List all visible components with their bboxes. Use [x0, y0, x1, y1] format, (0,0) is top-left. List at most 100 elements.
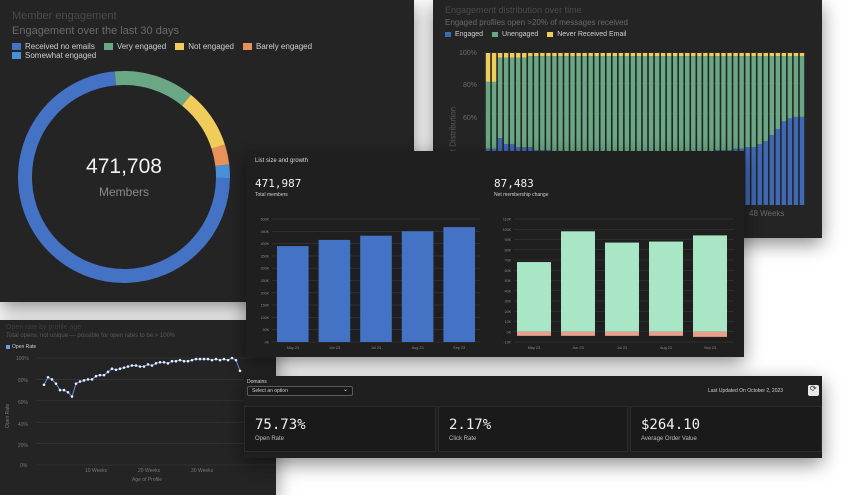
- distribution-bar-segment: [793, 56, 799, 117]
- open-rate-point: [118, 367, 122, 370]
- net-change-bar: [561, 231, 595, 332]
- legend-label: Open Rate: [12, 344, 37, 350]
- distribution-bar-segment: [757, 56, 762, 145]
- open-rate-point: [82, 379, 86, 382]
- distribution-bar-segment: [624, 53, 630, 57]
- x-tick-label: May 23: [528, 346, 540, 350]
- open-rate-point: [62, 388, 66, 392]
- y-tick-label: 350K: [261, 254, 270, 258]
- open-rate-legend: Open Rate: [6, 344, 45, 350]
- legend-item[interactable]: Not engaged: [175, 42, 234, 51]
- distribution-bar-segment: [660, 56, 666, 155]
- distribution-bar-segment: [709, 53, 714, 57]
- chevron-down-icon: ⌄: [342, 387, 348, 393]
- open-rate-stat: 75.73% Open Rate: [244, 406, 436, 452]
- y-tick-label: 0K: [507, 330, 512, 334]
- distribution-y-tick: 100%: [459, 50, 477, 57]
- distribution-y-tick: 80%: [463, 82, 478, 89]
- list-size-bar: [443, 227, 475, 342]
- open-rate-point: [230, 356, 234, 360]
- y-tick-label: 150K: [261, 304, 270, 308]
- y-tick-label: 500K: [261, 218, 270, 222]
- open-rate-y-tick: 80%: [18, 378, 29, 384]
- net-change-value: 87,483: [494, 177, 534, 190]
- refresh-icon: ⟳: [810, 384, 817, 393]
- distribution-bar-segment: [769, 135, 775, 205]
- open-rate-point: [46, 375, 50, 379]
- legend-swatch: [175, 43, 185, 50]
- distribution-bar-segment: [515, 57, 521, 148]
- y-tick-label: -10K: [503, 341, 511, 345]
- distribution-bar-segment: [769, 53, 775, 57]
- open-rate-point: [222, 357, 226, 361]
- distribution-bar-segment: [799, 116, 805, 205]
- distribution-bar-segment: [491, 53, 497, 82]
- legend-item[interactable]: Somewhat engaged: [12, 51, 96, 60]
- y-tick-label: 250K: [261, 279, 270, 283]
- x-tick-label: Aug 23: [660, 346, 672, 350]
- distribution-bar-segment: [691, 56, 696, 154]
- distribution-bar-segment: [618, 53, 624, 57]
- distribution-bar-segment: [642, 53, 648, 57]
- distribution-bar-segment: [799, 53, 805, 57]
- legend-item[interactable]: Unengaged: [492, 31, 538, 38]
- legend-item[interactable]: Received no emails: [12, 42, 95, 51]
- open-rate-y-tick: 100%: [16, 356, 29, 362]
- legend-item[interactable]: Open Rate: [6, 344, 36, 350]
- legend-item[interactable]: Never Received Email: [547, 31, 626, 38]
- distribution-bar-segment: [636, 53, 642, 57]
- open-rate-subtitle: Total opens, not unique — possible for o…: [6, 333, 176, 339]
- open-rate-y-tick: 0%: [20, 463, 28, 469]
- distribution-bar-segment: [546, 56, 551, 151]
- refresh-button[interactable]: ⟳: [808, 384, 819, 396]
- distribution-bar-segment: [727, 56, 732, 151]
- domains-select[interactable]: Select an option ⌄: [247, 386, 353, 396]
- distribution-bar-segment: [654, 56, 660, 155]
- legend-item[interactable]: Barely engaged: [243, 42, 312, 51]
- legend-swatch: [6, 345, 10, 349]
- list-size-bar: [360, 235, 392, 342]
- donut-segment: [215, 164, 230, 178]
- open-rate-title: Open rate by profile age: [6, 324, 82, 331]
- distribution-bar-segment: [546, 53, 551, 57]
- open-rate-point: [198, 357, 202, 361]
- member-engagement-title: Member engagement: [12, 10, 117, 22]
- distribution-bar-segment: [636, 56, 642, 157]
- legend-swatch: [12, 52, 21, 59]
- y-tick-label: 40K: [505, 289, 512, 293]
- distribution-bar-segment: [600, 53, 605, 57]
- distribution-bar-segment: [534, 53, 539, 57]
- distribution-bar-segment: [552, 53, 557, 57]
- distribution-bar-segment: [733, 53, 738, 57]
- open-rate-point: [214, 357, 218, 361]
- open-rate-point: [178, 358, 182, 362]
- legend-swatch: [492, 32, 499, 37]
- distribution-bar-segment: [624, 56, 630, 157]
- distribution-bar-segment: [564, 56, 569, 152]
- distribution-y-tick: 60%: [463, 115, 478, 122]
- distribution-bar-segment: [721, 53, 726, 57]
- total-members-value: 471,987: [255, 177, 302, 190]
- legend-item[interactable]: Very engaged: [103, 42, 166, 51]
- member-total-label: Members: [98, 185, 149, 199]
- distribution-bar-segment: [751, 56, 756, 148]
- open-rate-point: [218, 358, 222, 362]
- legend-label: Never Received Email: [557, 31, 627, 38]
- open-rate-point: [174, 359, 178, 363]
- open-rate-point: [166, 362, 170, 365]
- open-rate-point: [50, 378, 54, 381]
- open-rate-point: [90, 378, 94, 381]
- open-rate-point: [58, 388, 62, 392]
- y-tick-label: 100K: [503, 228, 512, 232]
- open-rate-y-tick: 40%: [18, 422, 29, 428]
- legend-item[interactable]: Engaged: [445, 31, 483, 38]
- distribution-bar-segment: [781, 121, 787, 205]
- y-tick-label: 90K: [505, 238, 512, 242]
- distribution-bar-segment: [775, 56, 781, 129]
- open-rate-y-tick: 20%: [18, 443, 29, 449]
- distribution-bar-segment: [582, 56, 587, 154]
- distribution-bar-segment: [757, 53, 762, 57]
- distribution-bar-segment: [642, 56, 648, 157]
- list-size-title: List size and growth: [255, 158, 309, 164]
- domains-card: Domains Select an option ⌄ Last Updated …: [244, 376, 822, 458]
